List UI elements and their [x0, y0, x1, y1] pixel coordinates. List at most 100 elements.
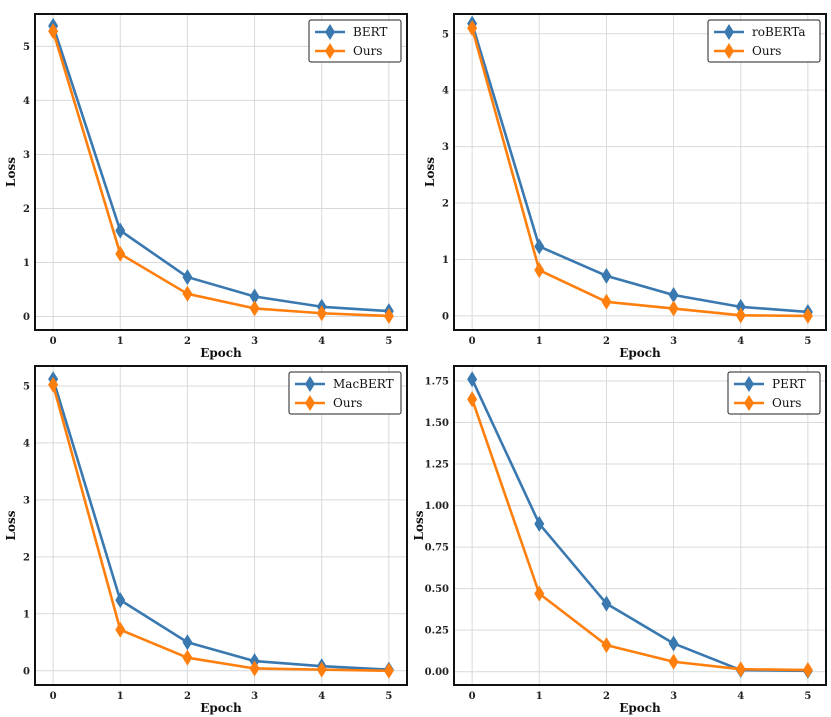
data-point-ours	[383, 662, 394, 679]
y-tick-label: 1	[442, 255, 449, 266]
legend-label: Ours	[353, 44, 382, 58]
x-axis-label: Epoch	[619, 701, 661, 715]
series-line-baseline	[51, 25, 389, 313]
data-point-baseline	[735, 298, 746, 315]
data-point-ours	[48, 23, 59, 40]
legend-marker	[305, 376, 315, 392]
series-line-baseline	[51, 378, 389, 671]
y-tick-label: 0.25	[425, 626, 449, 637]
x-axis-label: Epoch	[619, 346, 661, 360]
series-line-baseline	[470, 23, 808, 314]
data-point-ours	[316, 305, 327, 322]
y-tick-label: 4	[23, 96, 30, 107]
legend-item: roBERTa	[714, 24, 806, 40]
data-point-ours	[182, 285, 193, 302]
y-tick-label: 1	[23, 258, 30, 269]
x-tick-label: 2	[603, 336, 610, 347]
data-point-ours	[316, 661, 327, 678]
x-tick-label: 1	[536, 336, 543, 347]
data-point-ours	[249, 300, 260, 317]
data-point-baseline	[668, 287, 679, 304]
series-line-ours	[470, 27, 808, 318]
x-tick-label: 4	[737, 336, 744, 347]
y-tick-label: 5	[23, 42, 30, 53]
legend-marker	[724, 24, 734, 40]
legend-marker	[744, 376, 754, 392]
legend-label: BERT	[353, 25, 387, 39]
chart-panel-4: 0 1 2 3 4 5 0.00 0.25 0.50 0.75 1.00 1.25 1.50 1.75 Ep…	[412, 365, 827, 715]
y-tick-label: 0.00	[425, 667, 449, 678]
legend-label: MacBERT	[333, 377, 394, 391]
legend-item: PERT	[734, 376, 806, 392]
legend-marker	[325, 24, 335, 40]
data-point-ours	[383, 307, 394, 324]
y-tick-label: 1.00	[425, 501, 449, 512]
y-axis-label: Loss	[412, 510, 426, 540]
y-tick-label: 3	[442, 142, 449, 153]
data-point-baseline	[534, 515, 545, 532]
data-point-ours	[48, 376, 59, 393]
chart-panel-2: 0 1 2 3 4 5 0 1 2 3 4 5 Epoch Loss roBERTa Ours	[423, 13, 827, 360]
y-tick-label: 0	[23, 312, 30, 323]
y-tick-label: 5	[442, 29, 449, 40]
data-point-baseline	[115, 222, 126, 239]
y-axis-label: Loss	[423, 157, 437, 187]
y-tick-label: 1	[23, 609, 30, 620]
legend: BERT Ours	[308, 19, 402, 63]
y-axis-label: Loss	[4, 510, 18, 540]
x-tick-label: 2	[184, 336, 191, 347]
y-tick-label: 4	[442, 86, 449, 97]
legend-label: PERT	[772, 377, 806, 391]
x-tick-label: 2	[184, 691, 191, 702]
data-point-ours	[668, 300, 679, 317]
series-line-ours	[51, 384, 389, 673]
y-tick-label: 3	[23, 495, 30, 506]
legend-item: Ours	[315, 43, 382, 59]
data-point-baseline	[182, 634, 193, 651]
x-tick-label: 1	[536, 691, 543, 702]
data-point-ours	[249, 660, 260, 677]
plot-frame	[453, 13, 827, 331]
data-point-baseline	[467, 371, 478, 388]
y-tick-label: 0.50	[425, 584, 449, 595]
x-tick-label: 5	[804, 691, 811, 702]
y-tick-label: 1.50	[425, 418, 449, 429]
x-tick-label: 0	[469, 336, 476, 347]
data-point-baseline	[601, 267, 612, 284]
data-point-ours	[601, 637, 612, 654]
y-tick-label: 1.75	[425, 376, 449, 387]
legend: PERT Ours	[727, 371, 821, 415]
legend-item: Ours	[714, 43, 781, 59]
y-tick-label: 0	[442, 311, 449, 322]
y-tick-label: 2	[442, 199, 449, 210]
y-tick-label: 0	[23, 666, 30, 677]
legend-item: MacBERT	[295, 376, 394, 392]
y-tick-label: 4	[23, 438, 30, 449]
plot-frame	[34, 365, 408, 686]
legend-label: Ours	[752, 44, 781, 58]
data-point-ours	[735, 307, 746, 324]
x-tick-label: 3	[670, 336, 677, 347]
data-point-baseline	[249, 288, 260, 305]
y-tick-label: 5	[23, 381, 30, 392]
data-point-baseline	[601, 595, 612, 612]
legend-label: Ours	[333, 396, 362, 410]
chart-panel-1: 0 1 2 3 4 5 0 1 2 3 4 5 Epoch Loss BERT Ours	[4, 13, 408, 360]
legend: roBERTa Ours	[707, 19, 821, 63]
x-axis-label: Epoch	[200, 701, 242, 715]
legend-label: roBERTa	[752, 25, 806, 39]
data-point-baseline	[182, 269, 193, 286]
data-point-ours	[534, 585, 545, 602]
legend-marker	[744, 395, 754, 411]
series-line-ours	[51, 30, 389, 318]
x-tick-label: 2	[603, 691, 610, 702]
x-tick-label: 1	[117, 691, 124, 702]
data-point-ours	[115, 245, 126, 262]
data-point-baseline	[115, 592, 126, 609]
legend-marker	[724, 43, 734, 59]
data-point-ours	[534, 262, 545, 279]
x-tick-label: 5	[804, 336, 811, 347]
data-point-ours	[467, 391, 478, 408]
y-axis-label: Loss	[4, 157, 18, 187]
series-line-ours	[470, 398, 808, 672]
